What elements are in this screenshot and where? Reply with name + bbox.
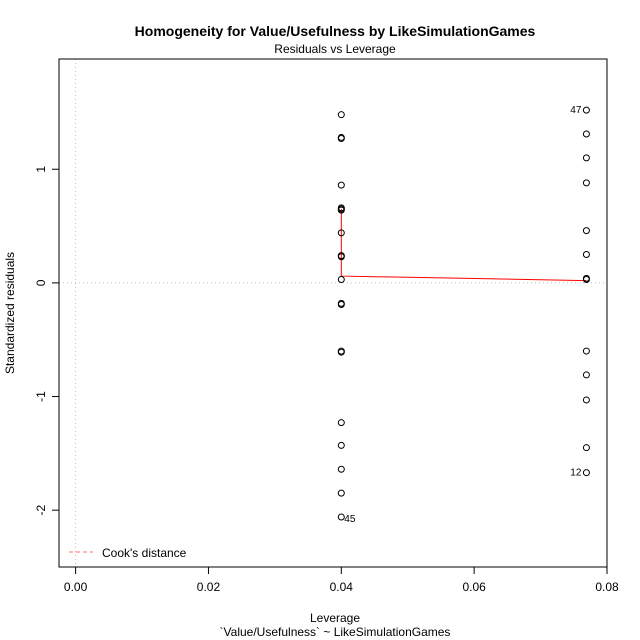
legend: Cook's distance [69,546,187,560]
x-axis: 0.00 0.02 0.04 0.06 0.08 [64,566,619,594]
plot-frame [58,58,608,568]
data-point [337,348,345,356]
data-point [337,135,345,143]
data-point [582,106,590,114]
data-point [337,441,345,449]
data-points [337,106,590,521]
data-point [337,229,345,237]
data-point [582,444,590,452]
data-point [582,179,590,187]
point-label-12: 12 [570,468,582,479]
data-point [337,253,345,261]
smoother-line-group [340,209,587,282]
reference-lines [59,59,607,567]
data-point [582,250,590,258]
data-point [582,275,590,283]
chart-title: Homogeneity for Value/Usefulness by Like… [135,23,536,39]
data-point [582,154,590,162]
data-point [337,206,345,214]
y-tick-label: 1 [34,166,48,173]
x-tick-label: 0.06 [462,580,486,594]
point-label-47: 47 [570,105,582,116]
data-point [337,489,345,497]
data-point [337,419,345,427]
y-axis: -2 -1 0 1 [34,166,60,516]
y-tick-label: -1 [34,391,48,402]
data-point [337,300,345,308]
data-point [337,465,345,473]
data-point [582,469,590,477]
data-point [582,396,590,404]
data-point [337,275,345,283]
x-tick-label: 0.04 [330,580,354,594]
data-point [337,181,345,189]
data-point [337,513,345,521]
legend-label-cooks: Cook's distance [102,546,187,560]
y-tick-label: -2 [34,505,48,516]
x-tick-label: 0.08 [595,580,619,594]
x-axis-sublabel: `Value/Usefulness` ~ LikeSimulationGames [220,625,451,639]
x-tick-label: 0.02 [197,580,221,594]
y-axis-label: Standardized residuals [3,252,17,374]
x-axis-label: Leverage [310,611,360,625]
y-tick-label: 0 [34,279,48,286]
data-point [582,130,590,138]
data-point [582,227,590,235]
data-point [582,347,590,355]
data-point [582,371,590,379]
chart-subtitle: Residuals vs Leverage [274,42,396,56]
data-point [337,111,345,119]
smoother-line [340,209,587,282]
x-tick-label: 0.00 [64,580,88,594]
point-labels: 45 47 12 [344,105,582,525]
point-label-45: 45 [344,514,356,525]
